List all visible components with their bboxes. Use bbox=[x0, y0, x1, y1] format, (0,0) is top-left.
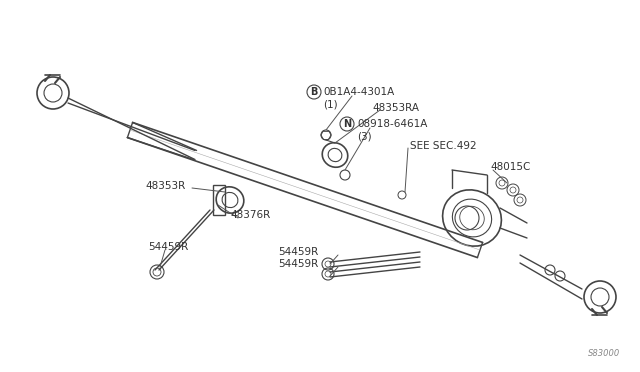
Text: 48376R: 48376R bbox=[230, 210, 270, 220]
Text: 0B1A4-4301A: 0B1A4-4301A bbox=[323, 87, 394, 97]
Text: N: N bbox=[343, 119, 351, 129]
Text: 48353RA: 48353RA bbox=[372, 103, 419, 113]
Text: 54459R: 54459R bbox=[278, 259, 318, 269]
Text: (1): (1) bbox=[323, 99, 338, 109]
Text: S83000: S83000 bbox=[588, 349, 620, 358]
Text: SEE SEC.492: SEE SEC.492 bbox=[410, 141, 477, 151]
Text: 48353R: 48353R bbox=[145, 181, 185, 191]
Text: 48015C: 48015C bbox=[490, 162, 531, 172]
Text: 54459R: 54459R bbox=[148, 242, 188, 252]
Text: 54459R: 54459R bbox=[278, 247, 318, 257]
Text: B: B bbox=[310, 87, 317, 97]
Text: (3): (3) bbox=[357, 131, 372, 141]
Text: 08918-6461A: 08918-6461A bbox=[357, 119, 428, 129]
